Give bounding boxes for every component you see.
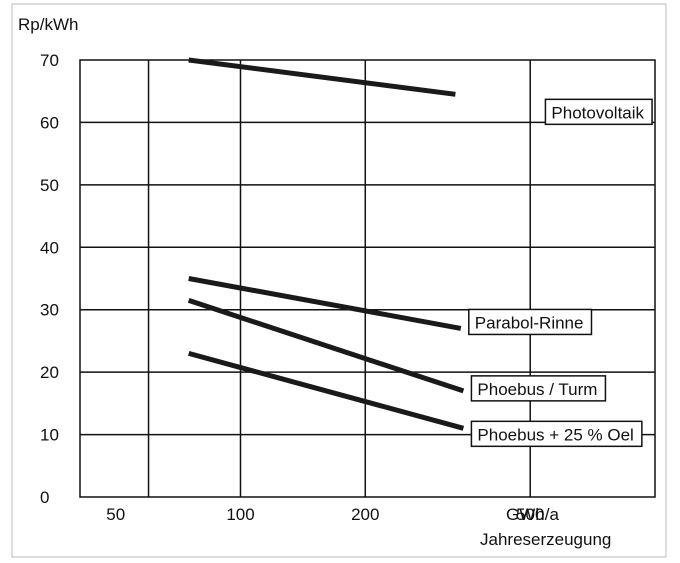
x-tick-label: 100 xyxy=(226,505,254,524)
x-tick-label: 50 xyxy=(106,505,125,524)
series-label: Phoebus / Turm xyxy=(477,380,597,399)
series-label: Phoebus + 25 % Oel xyxy=(477,425,633,444)
tick-labels: 0 10 20 30 40 50 60 70 50 100 200 500 xyxy=(40,51,544,524)
series-line xyxy=(188,276,462,331)
y-tick-label: 60 xyxy=(40,113,59,132)
series-line xyxy=(188,350,465,431)
y-tick-label: 50 xyxy=(40,176,59,195)
x-axis-label: Jahreserzeugung xyxy=(480,530,611,549)
series-label-box xyxy=(470,375,607,402)
series-label: Photovoltaik xyxy=(551,103,644,122)
y-tick-label: 30 xyxy=(40,301,59,320)
y-tick-label: 0 xyxy=(40,488,49,507)
y-tick-label: 20 xyxy=(40,363,59,382)
x-tick-label: 200 xyxy=(351,505,379,524)
series-label: Parabol-Rinne xyxy=(475,313,584,332)
y-axis-label: Rp/kWh xyxy=(18,15,78,34)
y-tick-label: 70 xyxy=(40,51,59,70)
y-tick-label: 10 xyxy=(40,426,59,445)
series-lines xyxy=(187,57,465,431)
series-label-box xyxy=(470,420,643,448)
x-axis-unit: GWh/a xyxy=(506,505,559,524)
series-labels: Photovoltaik Parabol-Rinne Phoebus / Turm P… xyxy=(468,98,653,448)
outer-frame xyxy=(11,3,667,558)
series-line xyxy=(188,57,456,97)
x-tick-label: 500 xyxy=(516,505,544,524)
y-tick-label: 40 xyxy=(40,238,59,257)
plot-area xyxy=(79,59,656,498)
series-line xyxy=(187,298,465,394)
series-label-box xyxy=(544,98,653,126)
series-label-box xyxy=(468,308,593,336)
